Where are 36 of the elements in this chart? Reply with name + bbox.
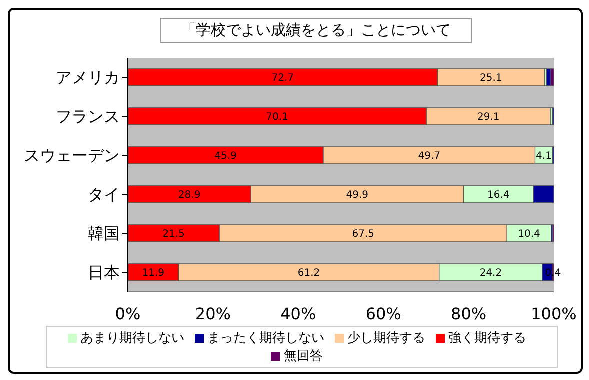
legend-label: 少し期待する xyxy=(348,331,426,346)
bar xyxy=(550,68,554,86)
x-tick-label: 60% xyxy=(366,304,402,324)
legend-label: あまり期待しない xyxy=(80,331,184,346)
data-label: 28.9 xyxy=(178,190,201,201)
x-tick-label: 20% xyxy=(195,304,231,324)
data-label: 11.9 xyxy=(142,268,164,279)
data-label: 16.4 xyxy=(487,190,510,201)
data-label: 29.1 xyxy=(477,112,500,123)
y-tick-label: タイ xyxy=(88,185,120,204)
data-label: 49.7 xyxy=(418,150,441,162)
data-label: 10.4 xyxy=(518,228,540,240)
y-tick-label: スウェーデン xyxy=(24,146,120,166)
y-tick-label: 韓国 xyxy=(88,224,120,244)
data-label: 21.5 xyxy=(162,228,185,240)
data-label: 4.1 xyxy=(536,150,552,162)
data-label: 0.4 xyxy=(545,268,562,279)
legend-label: 強く期待する xyxy=(448,331,526,346)
x-tick-label: 100% xyxy=(531,304,577,324)
legend-label: 無回答 xyxy=(284,349,323,364)
data-label: 45.9 xyxy=(214,150,237,162)
x-tick-label: 0% xyxy=(115,304,141,324)
data-label: 70.1 xyxy=(266,112,288,123)
data-label: 67.5 xyxy=(352,228,374,240)
data-label: 24.2 xyxy=(480,268,502,279)
y-tick-label: アメリカ xyxy=(56,68,120,88)
chart-title: 「学校でよい成績をとる」ことについて xyxy=(160,18,472,43)
data-label: 72.7 xyxy=(272,72,294,84)
data-label: 25.1 xyxy=(480,72,502,84)
y-tick-label: 日本 xyxy=(88,263,120,282)
x-tick-label: 40% xyxy=(280,304,316,324)
x-tick-label: 80% xyxy=(451,304,487,324)
data-label: 49.9 xyxy=(346,190,369,201)
legend-label: まったく期待しない xyxy=(208,331,324,346)
y-tick-label: フランス xyxy=(56,107,120,126)
data-label: 61.2 xyxy=(298,268,320,279)
